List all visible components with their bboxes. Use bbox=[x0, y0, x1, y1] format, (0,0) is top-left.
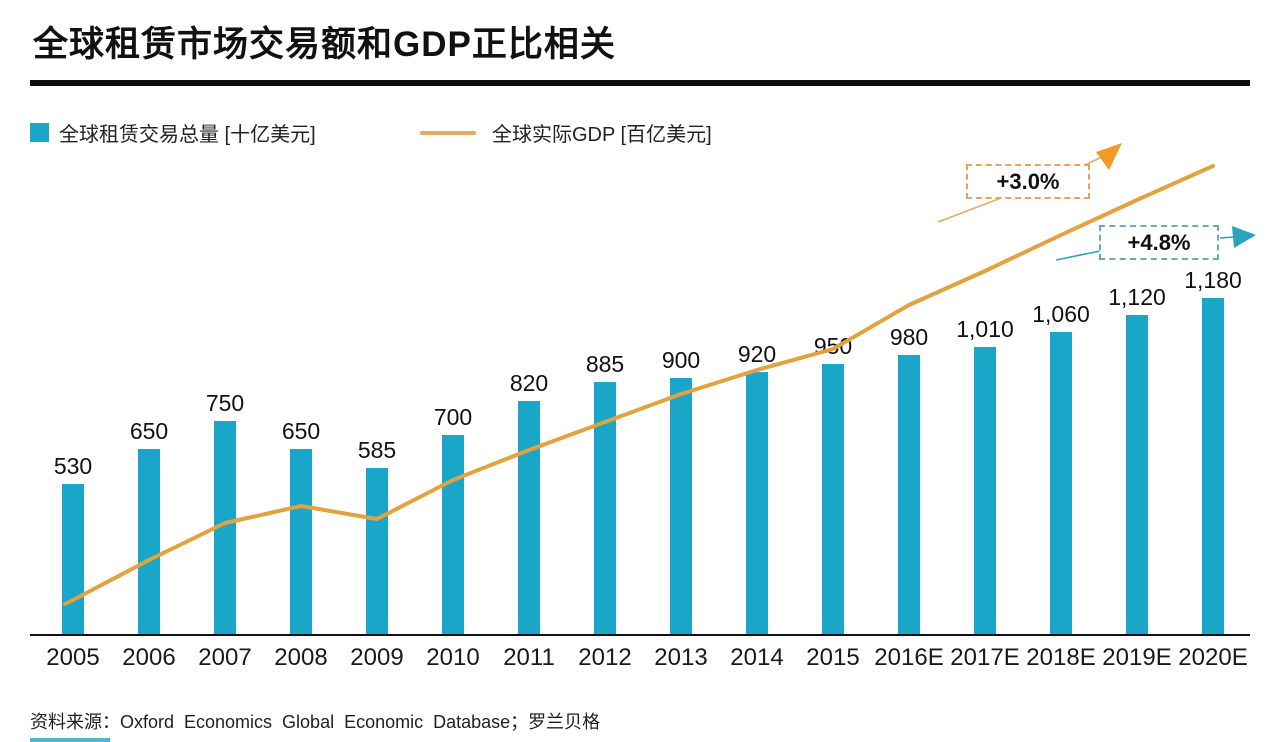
x-tick-2018E: 2018E bbox=[1026, 644, 1096, 671]
lease-growth-value: +4.8% bbox=[1127, 229, 1191, 255]
bar-value-label: 530 bbox=[53, 453, 93, 479]
gdp-growth-value: +3.0% bbox=[996, 168, 1060, 194]
legend-item-gdp-line: 全球实际GDP [百亿美元] bbox=[420, 118, 712, 147]
bar-2010 bbox=[442, 435, 464, 635]
bar-value-label: 1,180 bbox=[1184, 267, 1242, 293]
x-tick-2010: 2010 bbox=[426, 644, 480, 671]
lease-growth-callout: +4.8% bbox=[1099, 225, 1219, 260]
gdp-callout-connector bbox=[937, 197, 1002, 223]
bar-2014 bbox=[746, 372, 768, 635]
x-tick-2007: 2007 bbox=[198, 644, 252, 671]
bar-series-swatch bbox=[30, 123, 49, 142]
lease-callout-arrowhead-icon bbox=[1232, 226, 1256, 248]
legend-label-lease: 全球租赁交易总量 [十亿美元] bbox=[59, 124, 316, 146]
bar-value-label: 650 bbox=[129, 418, 169, 444]
bar-2006 bbox=[138, 449, 160, 635]
bar-2011 bbox=[518, 401, 540, 635]
bar-2008 bbox=[290, 449, 312, 635]
x-tick-2020E: 2020E bbox=[1178, 644, 1248, 671]
x-tick-2009: 2009 bbox=[350, 644, 404, 671]
x-tick-2006: 2006 bbox=[122, 644, 176, 671]
bar-2016E bbox=[898, 355, 920, 635]
source-note: 资料来源：Oxford Economics Global Economic Da… bbox=[30, 712, 601, 732]
x-tick-2005: 2005 bbox=[46, 644, 100, 671]
bar-2007 bbox=[214, 421, 236, 635]
x-tick-2012: 2012 bbox=[578, 644, 632, 671]
x-tick-2019E: 2019E bbox=[1102, 644, 1172, 671]
bar-2017E bbox=[974, 347, 996, 635]
bar-2005 bbox=[62, 484, 84, 635]
bar-value-label: 585 bbox=[357, 437, 397, 463]
x-tick-2015: 2015 bbox=[806, 644, 860, 671]
bar-2019E bbox=[1126, 315, 1148, 635]
lease-callout-connector bbox=[1055, 250, 1101, 261]
bottom-accent-strip bbox=[30, 738, 110, 742]
bar-value-label: 700 bbox=[433, 404, 473, 430]
bar-2020E bbox=[1202, 298, 1224, 635]
x-tick-2017E: 2017E bbox=[950, 644, 1020, 671]
bar-2012 bbox=[594, 382, 616, 635]
title-divider bbox=[30, 80, 1250, 86]
page-title: 全球租赁市场交易额和GDP正比相关 bbox=[33, 25, 616, 64]
x-tick-2008: 2008 bbox=[274, 644, 328, 671]
legend-item-lease-bars: 全球租赁交易总量 [十亿美元] bbox=[30, 118, 316, 147]
legend: 全球租赁交易总量 [十亿美元] 全球实际GDP [百亿美元] bbox=[30, 118, 1250, 147]
bar-2015 bbox=[822, 364, 844, 635]
x-tick-2016E: 2016E bbox=[874, 644, 944, 671]
x-tick-2014: 2014 bbox=[730, 644, 784, 671]
bar-2018E bbox=[1050, 332, 1072, 635]
x-tick-2013: 2013 bbox=[654, 644, 708, 671]
gdp-growth-callout: +3.0% bbox=[966, 164, 1090, 199]
bar-2009 bbox=[366, 468, 388, 635]
x-tick-2011: 2011 bbox=[503, 644, 555, 671]
x-axis bbox=[30, 634, 1250, 636]
legend-label-gdp: 全球实际GDP [百亿美元] bbox=[492, 124, 712, 146]
gdp-line-series bbox=[63, 164, 1215, 606]
gdp-callout-arrowhead-icon bbox=[1096, 143, 1122, 170]
bar-value-label: 750 bbox=[205, 390, 245, 416]
bar-2013 bbox=[670, 378, 692, 635]
line-series-swatch bbox=[420, 130, 476, 135]
lease-callout-connector-right bbox=[1219, 236, 1235, 239]
